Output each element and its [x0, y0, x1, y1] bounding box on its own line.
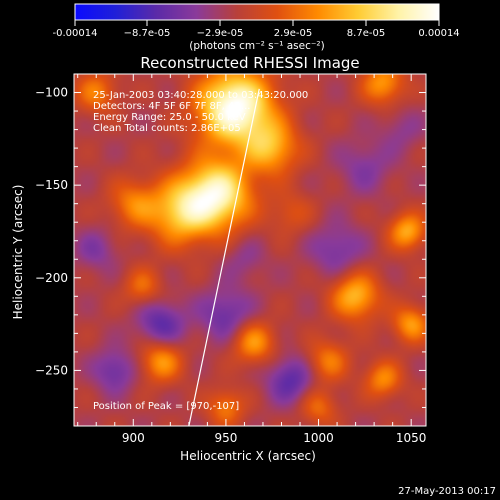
colorbar-ticks: -0.00014 −8.7e-05 −2.9e-05 2.9e-05 8.7e-05 0.…	[53, 20, 460, 39]
y-tick-label: −150	[35, 178, 68, 192]
info-line: Clean Total counts: 2.86E+05	[93, 123, 241, 134]
x-tick-label: 1000	[303, 431, 334, 445]
x-tick-label: 900	[122, 431, 145, 445]
chart-title: Reconstructed RHESSI Image	[140, 54, 359, 72]
y-tick-label: −100	[35, 86, 68, 100]
colorbar-tick-label: 2.9e-05	[274, 28, 312, 39]
x-axis-ticks: 900 950 1000 1050	[77, 74, 427, 445]
colorbar-tick-label: −2.9e-05	[197, 28, 244, 39]
colorbar-unit-label: (photons cm⁻² s⁻¹ asec⁻²)	[189, 40, 324, 52]
info-lines: 25-Jan-2003 03:40:28.000 to 03:43:20.000…	[93, 90, 308, 134]
x-axis-label: Heliocentric X (arcsec)	[180, 449, 316, 463]
plot-frame	[73, 73, 427, 427]
y-axis-ticks: −100 −150 −200 −250	[35, 73, 426, 427]
colorbar-tick-label: 0.00014	[418, 28, 459, 39]
colorbar-tick-label: -0.00014	[53, 28, 98, 39]
y-tick-label: −250	[35, 363, 68, 377]
footer-timestamp: 27-May-2013 00:17	[398, 486, 496, 497]
colorbar	[74, 3, 440, 21]
colorbar-tick-label: −8.7e-05	[124, 28, 171, 39]
colorbar-tick-label: 8.7e-05	[347, 28, 385, 39]
y-tick-label: −200	[35, 271, 68, 285]
x-tick-label: 1050	[396, 431, 427, 445]
info-line: Detectors: 4F 5F 6F 7F 8F, 4R...	[93, 101, 250, 112]
info-line: Energy Range: 25.0 - 50.0 keV	[93, 112, 246, 123]
info-line: 25-Jan-2003 03:40:28.000 to 03:43:20.000	[93, 90, 308, 101]
limb-line	[188, 88, 260, 426]
x-tick-label: 950	[214, 431, 237, 445]
y-axis-label: Heliocentric Y (arcsec)	[11, 185, 25, 320]
peak-position-label: Position of Peak = [970,-107]	[93, 401, 239, 412]
